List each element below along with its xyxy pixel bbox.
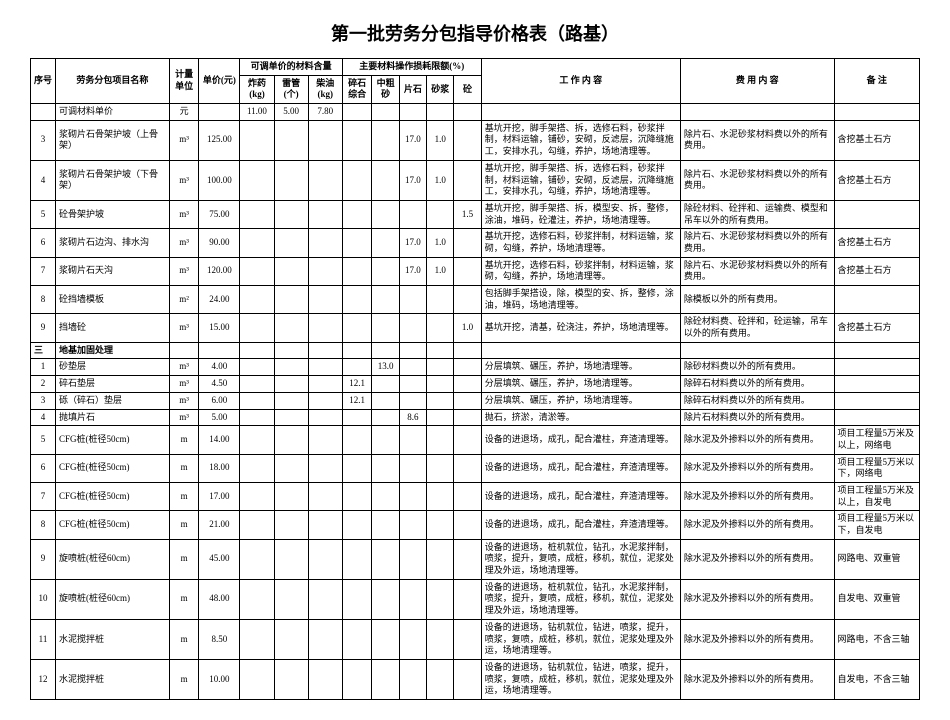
table-row: 11水泥搅拌桩m8.50设备的进退场，钻机就位，钻进，喷浆，提升，喷浆，复喷，成… [31,619,920,659]
table-row: 9挡墙砼m³15.001.0基坑开挖，清基，砼浇注，养护，场地清理等。除砼材料费… [31,314,920,342]
header-l3: 砂浆 [427,75,454,103]
header-name: 劳务分包项目名称 [56,59,170,104]
table-row: 6CFG桩(桩径50cm)m18.00设备的进退场，成孔，配合灌柱，弃渣清理等。… [31,454,920,482]
table-row: 7浆砌片石天沟m³120.0017.01.0基坑开挖，选修石料，砂浆拌制，材料运… [31,257,920,285]
header-cost: 费 用 内 容 [680,59,834,104]
header-m2: 柴油(kg) [308,75,342,103]
header-seq: 序号 [31,59,56,104]
table-row: 5CFG桩(桩径50cm)m14.00设备的进退场，成孔，配合灌柱，弃渣清理等。… [31,426,920,454]
table-row: 8砼挡墙模板m²24.00包括脚手架搭设，除，模型的安、拆，整修，涂油，堆码，场… [31,286,920,314]
header-l4: 砼 [454,75,481,103]
page-title: 第一批劳务分包指导价格表（路基） [30,20,920,46]
header-l0: 碎石综合 [342,75,372,103]
header-l2: 片石 [399,75,426,103]
section-row: 三地基加固处理 [31,342,920,359]
header-note: 备 注 [834,59,919,104]
table-row: 7CFG桩(桩径50cm)m17.00设备的进退场，成孔，配合灌柱，弃渣清理等。… [31,482,920,510]
table-row: 5砼骨架护坡m³75.001.5基坑开挖，脚手架搭、拆，模型安、拆，整修，涂油，… [31,200,920,228]
header-m1: 雷管(个) [274,75,308,103]
table-row: 8CFG桩(桩径50cm)m21.00设备的进退场，成孔，配合灌柱，弃渣清理等。… [31,511,920,539]
table-row: 4浆砌片石骨架护坡（下骨架）m³100.0017.01.0基坑开挖，脚手架搭、拆… [31,160,920,200]
header-m0: 炸药(kg) [240,75,274,103]
table-body: 可调材料单价 元 11.00 5.00 7.80 3浆砌片石骨架护坡（上骨架）m… [31,104,920,700]
table-row: 4抛填片石m³5.008.6抛石，挤淤，清淤等。除片石材料费以外的所有费用。 [31,409,920,426]
material-price-row: 可调材料单价 元 11.00 5.00 7.80 [31,104,920,121]
table-row: 10旋喷桩(桩径60cm)m48.00设备的进退场，桩机就位，钻孔，水泥浆拌制，… [31,579,920,619]
table-row: 3浆砌片石骨架护坡（上骨架）m³125.0017.01.0基坑开挖，脚手架搭、拆… [31,120,920,160]
table-row: 6浆砌片石边沟、排水沟m³90.0017.01.0基坑开挖，选修石料，砂浆拌制，… [31,229,920,257]
header-material-group: 可调单价的材料含量 [240,59,342,76]
header-work: 工 作 内 容 [481,59,680,104]
table-row: 12水泥搅拌桩m10.00设备的进退场，钻机就位，钻进，喷浆，提升，喷浆，复喷，… [31,659,920,699]
header-price: 单价(元) [199,59,240,104]
header-l1: 中粗砂 [372,75,399,103]
price-table: 序号 劳务分包项目名称 计量单位 单价(元) 可调单价的材料含量 主要材料操作损… [30,58,920,700]
table-row: 1砂垫层m³4.0013.0分层填筑、碾压，养护，场地清理等。除砂材料费以外的所… [31,359,920,376]
table-row: 9旋喷桩(桩径60cm)m45.00设备的进退场，桩机就位，钻孔，水泥浆拌制，喷… [31,539,920,579]
table-row: 2碎石垫层m³4.5012.1分层填筑、碾压，养护，场地清理等。除碎石材料费以外… [31,376,920,393]
table-row: 3砾（碎石）垫层m³6.0012.1分层填筑、碾压，养护，场地清理等。除碎石材料… [31,392,920,409]
header-loss-group: 主要材料操作损耗限额(%) [342,59,481,76]
header-unit: 计量单位 [169,59,199,104]
